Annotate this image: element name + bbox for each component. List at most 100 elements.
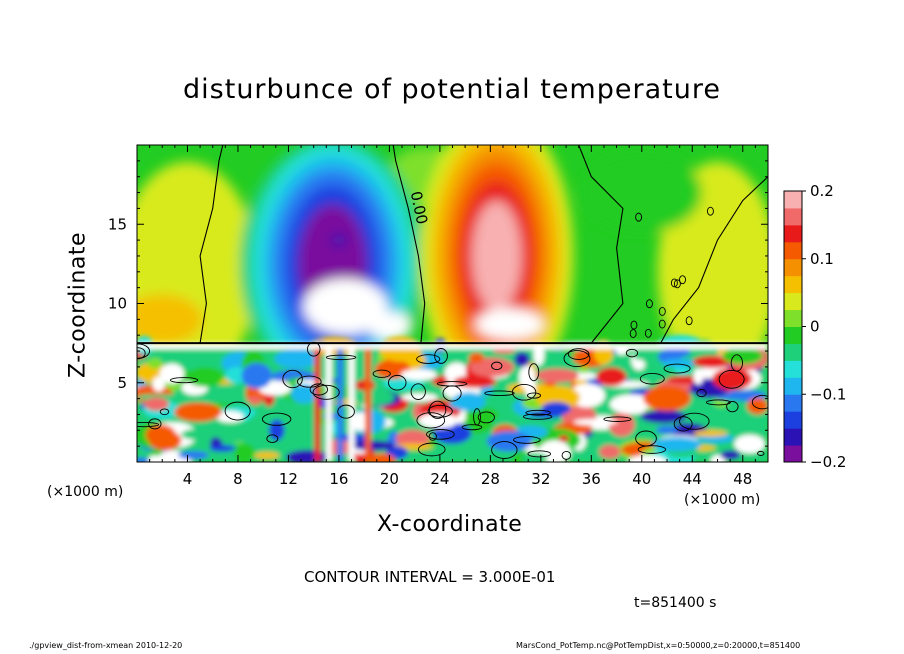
contour-line [159,408,170,416]
contour-line [511,383,537,401]
y-tick-label: 10 [108,295,127,313]
contour-line [670,278,678,288]
contour-line [426,429,455,440]
contour-line [706,206,714,216]
contour-line [417,442,446,457]
contour-line [635,430,657,447]
x-unit-label-right: (×1000 m) [684,492,761,508]
colorbar-swatch [784,445,802,463]
contour-line [658,306,666,316]
colorbar-label: 0.1 [810,250,834,268]
contour-line [567,348,590,360]
y-tick-label: 5 [117,374,127,392]
contour-line [751,395,768,410]
contour-line [522,413,553,420]
contour-line [307,341,321,357]
contour-line [427,404,453,418]
colorbar-swatch [784,191,802,209]
contour-line [169,377,199,384]
contour-line [696,389,707,398]
x-tick-label: 48 [733,470,752,488]
y-axis: 5 10 15 [108,160,768,447]
colorbar-swatch [784,309,802,327]
contour-line [563,350,591,367]
x-tick-label: 24 [430,470,449,488]
contour-line [388,374,407,391]
contour-line [266,434,279,443]
contour-line [416,412,446,429]
contour-line [685,316,693,326]
contour-line [428,432,437,441]
colorbar-swatch [784,343,802,361]
colorbar-swatch [784,326,802,344]
x-tick-label: 32 [531,470,550,488]
footer-data-source: MarsCond_PotTemp.nc@PotTempDist,x=0:5000… [516,641,801,650]
contour-interval-text: CONTOUR INTERVAL = 3.000E-01 [304,568,556,586]
colorbar-swatch [784,411,802,429]
colorbar-swatch [784,292,802,311]
contour-line [726,400,739,413]
colorbar-swatch [784,428,802,446]
contour-line [337,404,355,419]
contour-line [297,375,322,388]
contour-line [658,319,666,329]
contour-line [148,418,162,430]
x-tick-label: 44 [683,470,702,488]
contour-line [436,381,468,387]
x-tick-label: 8 [233,470,243,488]
contour-line [525,409,552,416]
contour-line [526,392,542,399]
y-tick-label: 15 [108,215,127,233]
contour-line [410,383,426,400]
contour-line [484,390,515,397]
footer-script-name: ./gpview_dist-from-xmean 2010-12-20 [29,641,183,650]
contour-line [637,445,667,454]
contour-line [491,441,518,459]
x-tick-label: 4 [183,470,193,488]
contour-line [392,145,426,344]
contour-line [718,370,745,389]
x-axis: 4 8 12 16 20 24 28 32 36 40 44 48 [149,145,756,488]
contour-line [325,354,357,361]
contour-line [224,401,251,421]
contour-line [757,450,765,456]
contour-line [312,384,340,400]
contour-line [282,369,303,389]
contour-line [137,422,160,428]
x-axis-label: X-coordinate [377,512,523,537]
colorbar-label: −0.2 [810,453,846,471]
contour-line [635,212,643,222]
colorbar-swatch [784,224,802,243]
colorbar-swatch [784,275,802,294]
contour-line [461,424,483,431]
contour-line [679,412,710,430]
contour-line [629,329,637,339]
y-axis-label: Z-coordinate [65,232,91,378]
colorbar: 0.2 0.1 0 −0.1 −0.2 [783,182,846,471]
x-tick-label: 12 [279,470,298,488]
contour-line [673,416,693,432]
colorbar-label: −0.1 [810,385,846,403]
time-stamp: t=851400 s [634,595,717,611]
x-tick-label: 16 [329,470,348,488]
contour-line [527,450,552,458]
colorbar-swatch [784,377,802,395]
colorbar-label: 0 [810,318,820,336]
heatmap-field [137,145,768,462]
x-tick-label: 20 [380,470,399,488]
x-tick-label: 36 [582,470,601,488]
contour-line [625,348,639,358]
colorbar-swatch [784,394,802,412]
colorbar-swatch [784,360,802,378]
contour-line [261,412,292,426]
contour-line [309,383,329,396]
contour-line [434,348,448,364]
contour-line [663,363,691,374]
contour-line [705,399,731,406]
contour-line [137,347,146,360]
contour-line [630,320,638,330]
x-unit-label-left: (×1000 m) [47,484,124,500]
contour-line [513,436,541,444]
colorbar-swatch [784,258,802,277]
